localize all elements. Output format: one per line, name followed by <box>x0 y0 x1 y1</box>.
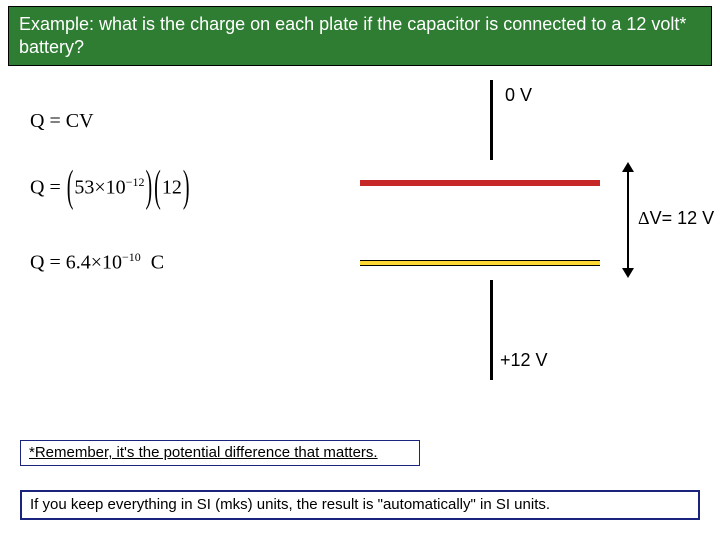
equation-1: Q = CV <box>30 110 94 133</box>
wire-top <box>490 80 493 160</box>
si-note-box: If you keep everything in SI (mks) units… <box>20 490 700 520</box>
eq2-lhs: Q <box>30 177 44 199</box>
eq3-unit: C <box>151 252 164 274</box>
delta-arrow-head-up <box>622 162 634 172</box>
eq2-factor2: 12 <box>162 177 182 199</box>
delta-arrow-line <box>627 170 629 270</box>
label-0v: 0 V <box>505 85 532 106</box>
eq2-mantissa: 53 <box>74 177 94 199</box>
eq3-lhs: Q <box>30 252 44 274</box>
eq2-exp: −12 <box>126 175 145 189</box>
eq1-lhs: Q <box>30 110 44 132</box>
label-12v: +12 V <box>500 350 548 371</box>
equation-3: Q = 6.4×10−10 C <box>30 250 164 275</box>
footnote-box: *Remember, it's the potential difference… <box>20 440 420 466</box>
footnote-text: *Remember, it's the potential difference… <box>29 444 378 461</box>
delta-arrow-head-down <box>622 268 634 278</box>
si-note-text: If you keep everything in SI (mks) units… <box>30 496 550 513</box>
example-header-text: Example: what is the charge on each plat… <box>19 14 686 57</box>
eq3-mantissa: 6.4 <box>66 252 91 274</box>
wire-bottom <box>490 280 493 380</box>
plate-bottom <box>360 260 600 266</box>
label-delta-v: ΔV= 12 V <box>638 208 714 229</box>
plate-top <box>360 180 600 186</box>
eq1-rhs: CV <box>66 110 94 132</box>
capacitor-diagram: 0 V +12 V ΔV= 12 V <box>350 80 700 410</box>
example-header: Example: what is the charge on each plat… <box>8 6 712 66</box>
equation-2: Q = (53×10−12)(12) <box>30 175 190 200</box>
eq3-exp: −10 <box>122 250 141 264</box>
